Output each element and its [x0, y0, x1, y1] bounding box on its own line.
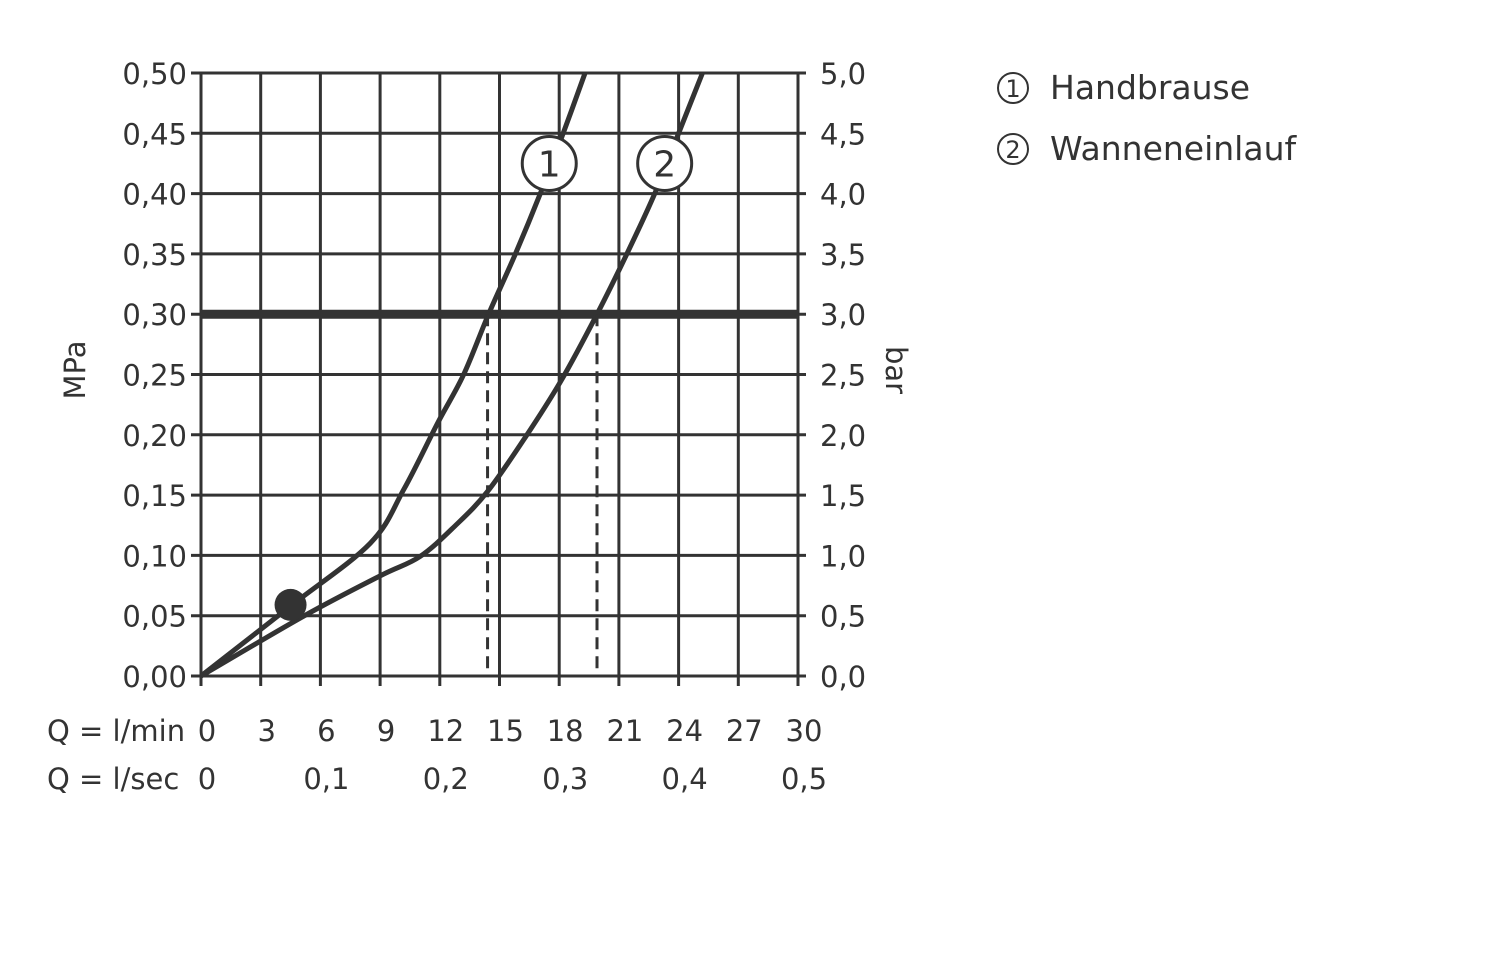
legend-label-1: Handbrause	[1050, 68, 1250, 107]
x-tick-lmin: 30	[786, 714, 823, 748]
x-tick-lsec: 0,2	[423, 762, 469, 796]
series-curve-2	[199, 72, 705, 679]
x-axis-label-lmin: Q = l/min	[47, 714, 185, 748]
y-tick-left: 0,35	[122, 238, 187, 272]
min-flow-point	[274, 588, 307, 621]
legend-label-2: Wanneneinlauf	[1050, 129, 1297, 168]
y-tick-right: 2,5	[820, 359, 866, 393]
y-tick-left: 0,15	[122, 479, 187, 513]
x-tick-lmin: 27	[726, 714, 763, 748]
x-tick-lmin: 24	[666, 714, 703, 748]
y-tick-left: 0,05	[122, 600, 187, 634]
legend-symbol-1-text: 1	[1005, 75, 1020, 103]
y-tick-right: 5,0	[820, 57, 866, 91]
y-tick-right: 4,0	[820, 178, 866, 212]
y-tick-left: 0,50	[122, 57, 187, 91]
legend: 1 Handbrause 2 Wanneneinlauf	[997, 68, 1297, 168]
y-tick-right: 1,5	[820, 479, 866, 513]
series-marker-circle-1	[520, 134, 578, 192]
y-axis-left-label: MPa	[58, 341, 92, 400]
y-tick-left: 0,40	[122, 178, 187, 212]
x-tick-lsec: 0	[198, 762, 216, 796]
grid	[191, 71, 806, 686]
x-tick-lsec: 0,3	[542, 762, 588, 796]
y-tick-right: 3,5	[820, 238, 866, 272]
x-tick-lsec: 0,4	[662, 762, 708, 796]
x-tick-lsec: 0,1	[303, 762, 349, 796]
y-tick-right: 3,0	[820, 298, 866, 332]
legend-symbol-1	[997, 72, 1029, 104]
y-tick-right: 4,5	[820, 117, 866, 151]
series-marker-circle-2	[636, 134, 694, 192]
y-axis-right-label: bar	[879, 346, 913, 394]
legend-item-1: 1 Handbrause	[997, 68, 1250, 107]
legend-symbol-2-text: 2	[1005, 136, 1020, 164]
x-tick-lmin: 0	[198, 714, 216, 748]
y-tick-left: 0,45	[122, 117, 187, 151]
y-tick-left: 0,00	[122, 660, 187, 694]
y-tick-left: 0,30	[122, 298, 187, 332]
x-tick-lmin: 18	[547, 714, 584, 748]
legend-symbol-2	[997, 133, 1029, 165]
x-tick-lmin: 21	[606, 714, 643, 748]
x-axis-label-lsec: Q = l/sec	[47, 762, 179, 796]
y-tick-left: 0,20	[122, 419, 187, 453]
y-tick-right: 0,0	[820, 660, 866, 694]
x-tick-lmin: 12	[427, 714, 464, 748]
legend-item-2: 2 Wanneneinlauf	[997, 129, 1297, 168]
y-tick-right: 0,5	[820, 600, 866, 634]
series-marker-label-2: 2	[653, 144, 676, 185]
x-tick-lmin: 15	[487, 714, 524, 748]
series-marker-label-1: 1	[538, 144, 561, 185]
tick-labels: 0 3 6 9 12 15 18 21 24 27 300 0,1 0,2 0,3 0,4 0,50,00 0,…	[122, 57, 866, 796]
x-tick-lmin: 6	[317, 714, 335, 748]
x-tick-lsec: 0,5	[781, 762, 827, 796]
y-tick-right: 2,0	[820, 419, 866, 453]
y-tick-left: 0,25	[122, 359, 187, 393]
x-tick-lmin: 9	[377, 714, 395, 748]
x-tick-lmin: 3	[257, 714, 275, 748]
y-tick-right: 1,0	[820, 539, 866, 573]
y-tick-left: 0,10	[122, 539, 187, 573]
